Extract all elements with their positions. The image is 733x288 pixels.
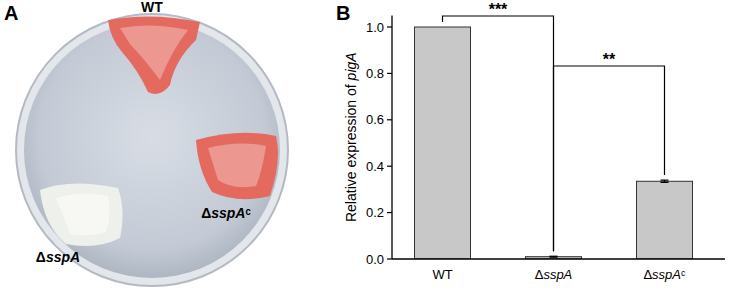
y-axis [391, 15, 392, 259]
panel-label: A [4, 2, 18, 24]
y-tick-label: 0.0 [366, 252, 384, 267]
streak-red [196, 133, 278, 199]
significance-bracket [554, 66, 665, 251]
streak-white [40, 183, 123, 246]
significance-bracket [443, 16, 554, 251]
error-bar [550, 256, 558, 258]
y-axis-label: Relative expression of pigA [343, 52, 359, 222]
error-cap [661, 182, 669, 183]
y-tick [387, 258, 392, 259]
y-tick-label: 0.2 [366, 205, 384, 220]
panel-label: B [336, 2, 350, 24]
y-tick [387, 73, 392, 74]
x-axis [392, 258, 725, 259]
strain-label: WT [141, 0, 163, 15]
y-tick-label: 0.8 [366, 66, 384, 81]
strain-label: ΔsspA [36, 249, 80, 265]
error-cap [550, 256, 558, 257]
error-cap [550, 257, 558, 258]
strain-label: ΔsspAᶜ [201, 205, 251, 221]
y-tick [387, 119, 392, 120]
y-tick [387, 212, 392, 213]
bar [637, 181, 693, 259]
streak-inner [208, 143, 266, 187]
figure: A B WT ΔsspA ΔsspAᶜ 0.0 0.2 0.4 0.6 0.8 1.0 WT ΔsspA… [0, 0, 733, 288]
y-tick [387, 166, 392, 167]
agar [24, 22, 280, 278]
x-tick-label: ΔsspAᶜ [643, 267, 686, 282]
streak-inner [120, 25, 188, 80]
dish-rim [16, 14, 288, 286]
petri-dish [16, 14, 288, 286]
y-tick-label: 1.0 [366, 20, 384, 35]
y-tick-label: 0.4 [366, 159, 384, 174]
y-tick [387, 26, 392, 27]
y-tick-label: 0.6 [366, 112, 384, 127]
bar [415, 27, 471, 259]
significance-label: ** [603, 51, 616, 68]
error-bar [661, 180, 669, 182]
streak-inner [56, 193, 110, 235]
x-tick-label: ΔsspA [535, 267, 573, 282]
significance-label: *** [489, 1, 508, 18]
x-tick-label: WT [432, 267, 452, 282]
streak-red [108, 16, 200, 93]
error-cap [661, 180, 669, 181]
